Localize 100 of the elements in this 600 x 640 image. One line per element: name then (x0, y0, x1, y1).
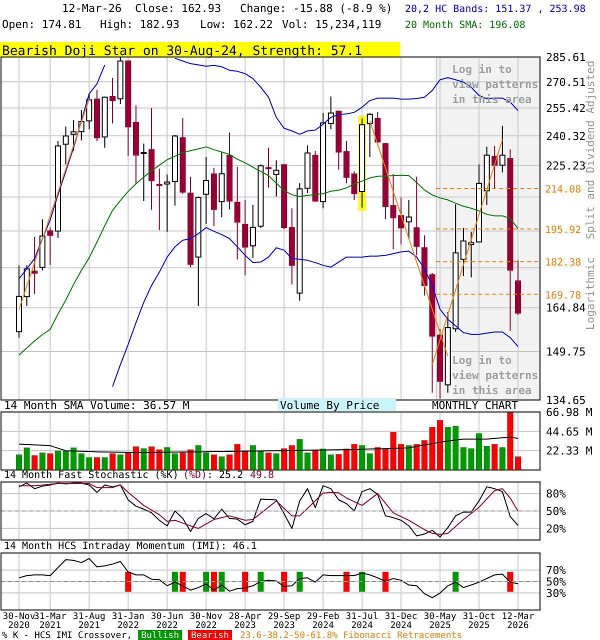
line-series (18, 558, 518, 598)
candlestick (32, 236, 38, 294)
candlestick (242, 199, 248, 276)
bar (102, 457, 108, 470)
chart-title: 14 Month Fast Stochastic (%K) (4, 470, 179, 481)
bar (94, 457, 100, 470)
bar (172, 453, 178, 470)
text: Log in to view patterns in this area (452, 354, 538, 397)
bar (16, 454, 22, 470)
text: 20,2 HC Bands: 151.37 , 253.98 (405, 4, 586, 15)
candlestick (234, 166, 240, 260)
bar (437, 420, 444, 470)
y-tick-label: 22.33 M (546, 444, 593, 458)
bar (148, 446, 155, 470)
candlestick (499, 125, 506, 173)
line-series (18, 436, 518, 454)
candlestick (110, 77, 116, 124)
candlestick (70, 120, 77, 152)
candlestick (414, 176, 420, 256)
bar (382, 448, 388, 470)
candlestick (266, 147, 272, 188)
bar (484, 446, 490, 470)
line-series (18, 146, 518, 356)
x-tick-label: 30-Jun 2022 (150, 612, 184, 631)
bar (351, 444, 358, 470)
ref-line-label: 169.78 (545, 290, 582, 302)
y-tick-label: 225.23 (546, 159, 586, 172)
bar (164, 447, 170, 470)
candlestick (164, 174, 170, 232)
candlestick (156, 168, 162, 231)
bar (507, 412, 514, 470)
bar (132, 446, 139, 470)
bar (210, 454, 217, 470)
text: Close: 162.93 (135, 2, 222, 15)
candlestick (273, 160, 280, 197)
y-tick-label: 240.32 (546, 130, 586, 143)
text: 23.6-38.2-50-61.8% Fibonacci Retracements (240, 631, 462, 640)
y-tick-label: 134.65 (546, 394, 586, 407)
bar (320, 448, 326, 470)
bar (304, 452, 310, 470)
y-tick-label: 44.65 M (546, 425, 593, 438)
x-tick-label: 28-Apr 2023 (228, 612, 262, 631)
text: Change: -15.88 (-8.9 %) (240, 2, 392, 15)
bar (288, 445, 295, 470)
x-tick-label: 30-May 2025 (424, 612, 457, 631)
bar (515, 456, 521, 470)
bar (374, 447, 381, 470)
y-tick-label: 50% (546, 576, 566, 588)
y-tick-label: 270.51 (546, 76, 586, 89)
chart-title: 14 Month SMA Volume: 36.57 M (4, 399, 190, 412)
ref-line-label: 195.92 (545, 224, 582, 236)
bar (343, 448, 350, 470)
bar (47, 453, 54, 470)
ref-line-label: 214.08 (545, 184, 582, 196)
candlestick (328, 96, 334, 130)
text: 20 Month SMA: 196.08 (405, 20, 526, 31)
y-tick-label: 285.61 (546, 51, 586, 64)
x-tick-label: 31-Jul 2024 (346, 612, 378, 631)
candlestick (62, 126, 69, 165)
y-tick-label: 66.98 M (546, 406, 593, 419)
bar (156, 449, 162, 470)
bar (499, 447, 506, 470)
y-tick-label: 255.42 (546, 102, 586, 115)
text: Logarithmic (584, 257, 597, 330)
bar (366, 453, 373, 470)
candlestick (406, 199, 412, 240)
bar (32, 455, 38, 470)
text: High: 182.93 (100, 18, 180, 31)
bar (180, 452, 186, 470)
text: Bullish (141, 631, 180, 640)
x-tick-label: 30-Nov 2022 (190, 612, 222, 631)
bar (336, 454, 342, 470)
candlestick (140, 143, 147, 202)
bar (110, 453, 116, 470)
legend-title: % K - HCS IMI Crossover, (2, 631, 132, 640)
bar (54, 450, 61, 470)
bar (359, 445, 366, 470)
y-tick-label: 50% (546, 505, 566, 518)
bar (226, 454, 233, 470)
bar (188, 449, 194, 470)
y-tick-label: 80% (546, 488, 566, 501)
x-tick-label: 31-Oct 2025 (462, 612, 496, 631)
x-tick-label: 29-Feb 2024 (306, 612, 340, 631)
y-tick-label: 164.84 (546, 302, 586, 315)
candlestick (366, 112, 373, 158)
bar (476, 433, 482, 470)
x-tick-label: 30-Nov 2020 (2, 612, 36, 631)
bar (414, 444, 420, 470)
candlestick (250, 204, 256, 259)
annotation: : 25.2 (207, 470, 244, 481)
bar (24, 448, 30, 470)
annotation: 49.8 (250, 470, 274, 481)
bar (406, 445, 412, 470)
bar (492, 444, 498, 470)
annotation: MONTHLY CHART (432, 399, 518, 412)
bar (140, 448, 147, 470)
ref-line-label: 182.38 (545, 258, 582, 269)
bar (312, 450, 318, 470)
x-tick-label: 31-Jan 2022 (112, 612, 144, 631)
text: Vol: 15,234,119 (282, 18, 382, 31)
